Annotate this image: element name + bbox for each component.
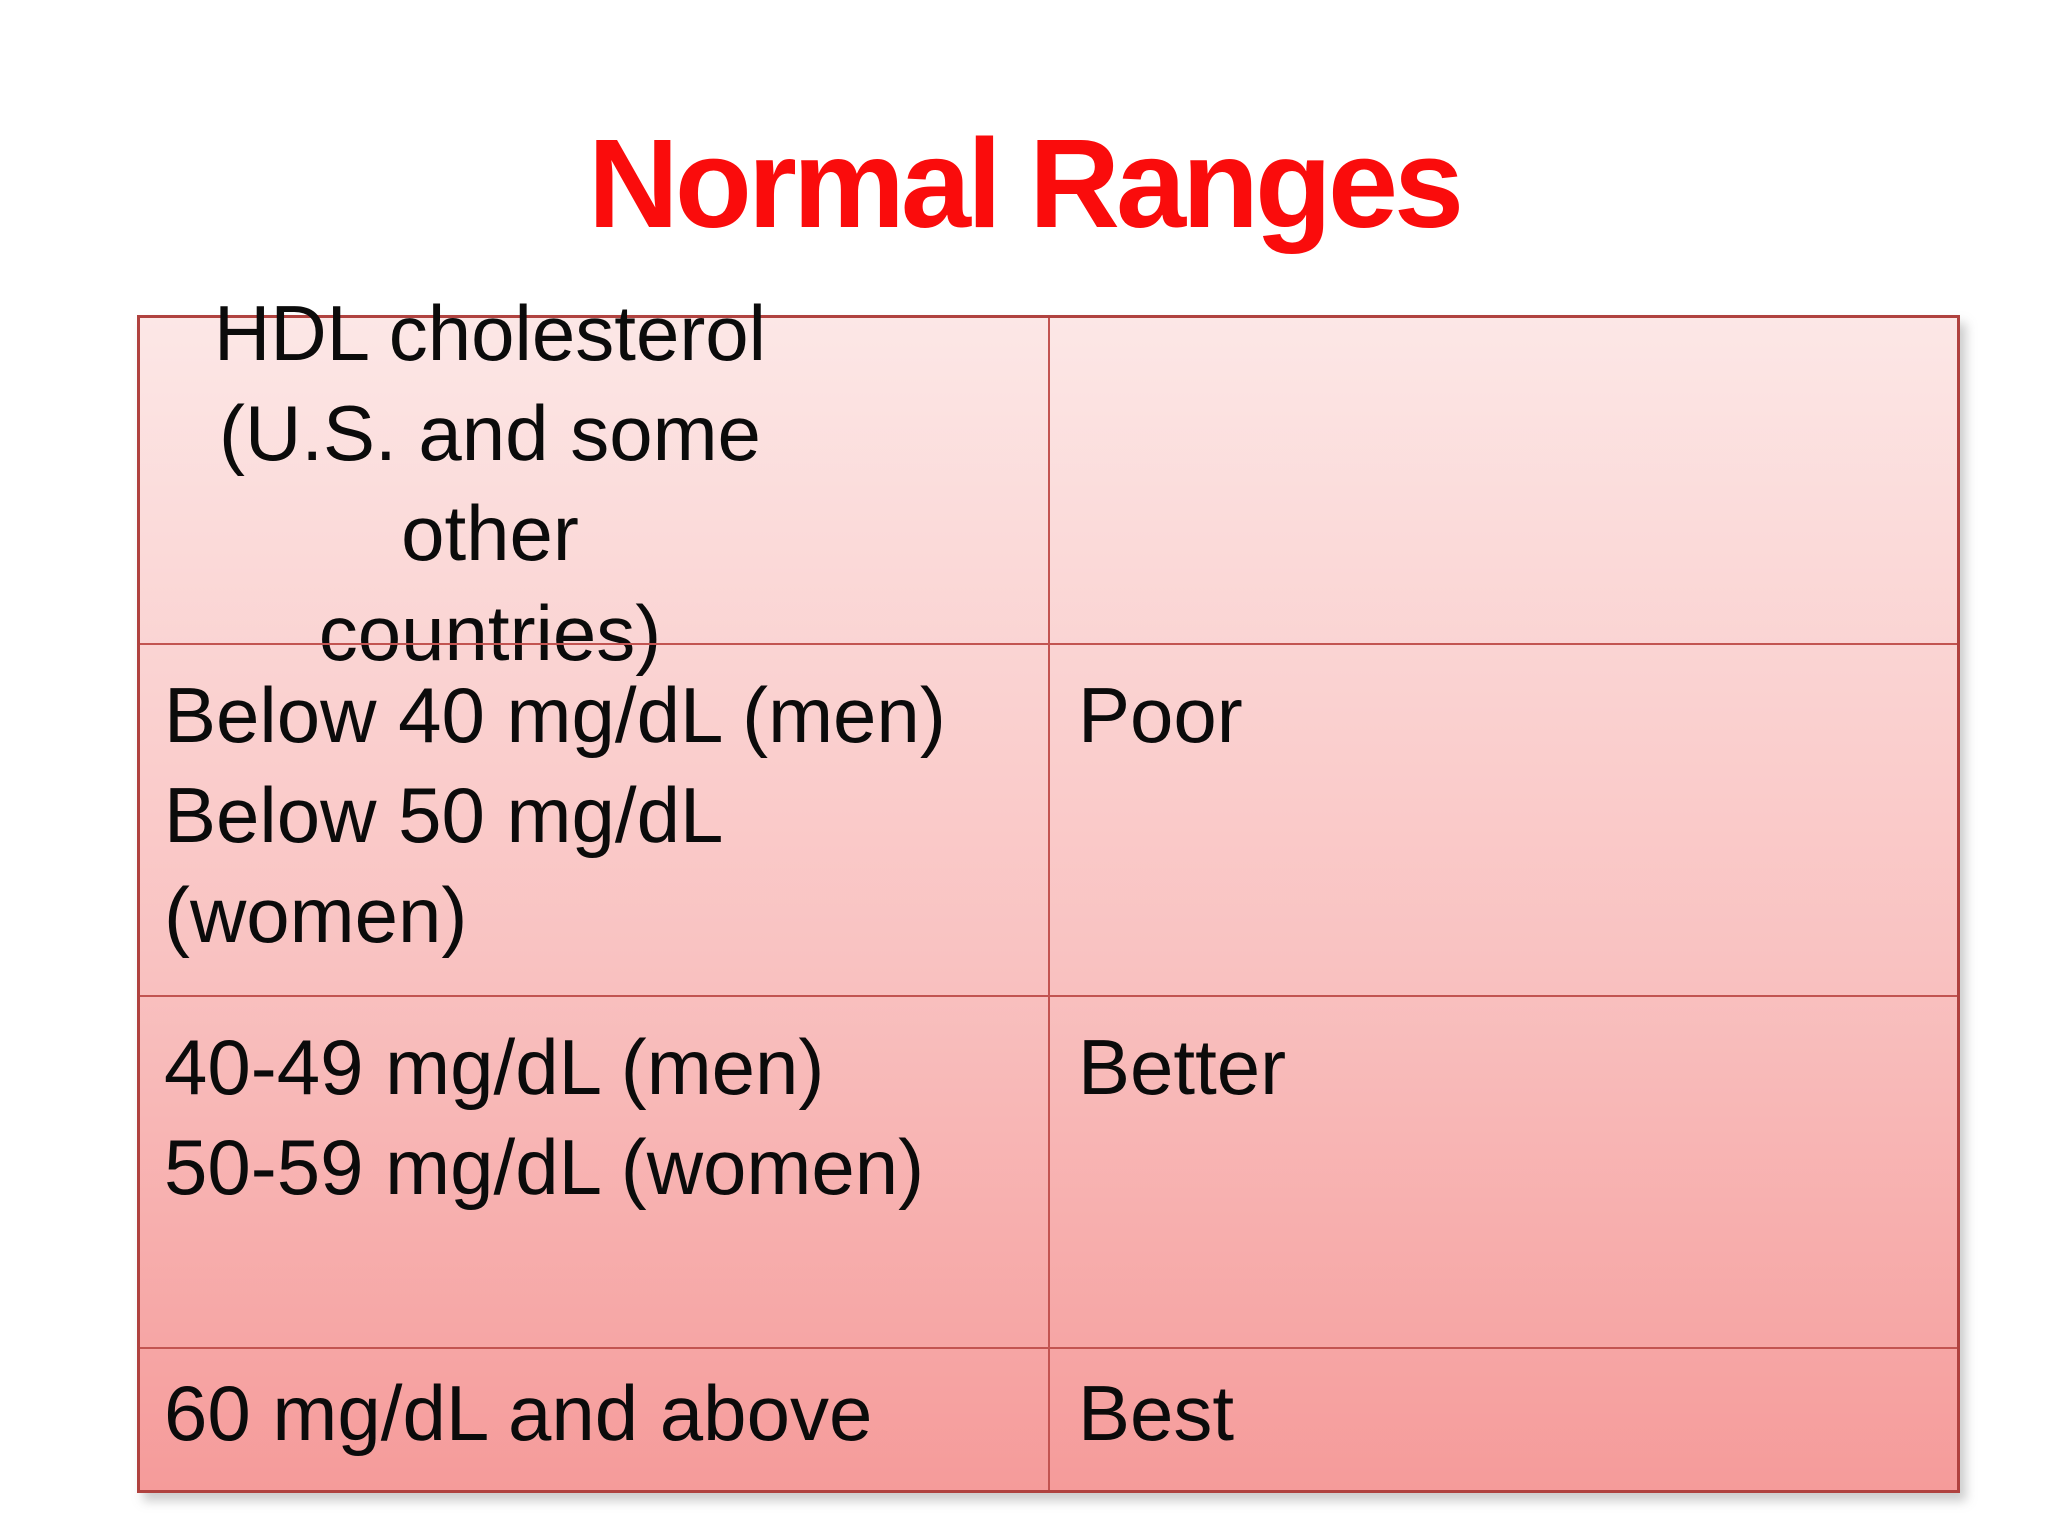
table-row-poor-range-cell: Below 40 mg/dL (men) Below 50 mg/dL (wom… xyxy=(140,643,1048,995)
table-row-best-range-cell: 60 mg/dL and above xyxy=(140,1347,1048,1490)
table-row-best-rating-cell: Best xyxy=(1048,1347,1957,1490)
table-row-poor-rating-cell: Poor xyxy=(1048,643,1957,995)
slide-title: Normal Ranges xyxy=(587,113,1464,254)
hdl-ranges-table: HDL cholesterol (U.S. and some other cou… xyxy=(137,288,1960,1493)
table-row-better-range-cell: 40-49 mg/dL (men) 50-59 mg/dL (women) xyxy=(140,995,1048,1347)
table-row-better-rating-cell: Better xyxy=(1048,995,1957,1347)
table-header-rating-cell xyxy=(1048,318,1957,643)
table-header-range-cell: HDL cholesterol (U.S. and some other cou… xyxy=(213,288,767,677)
